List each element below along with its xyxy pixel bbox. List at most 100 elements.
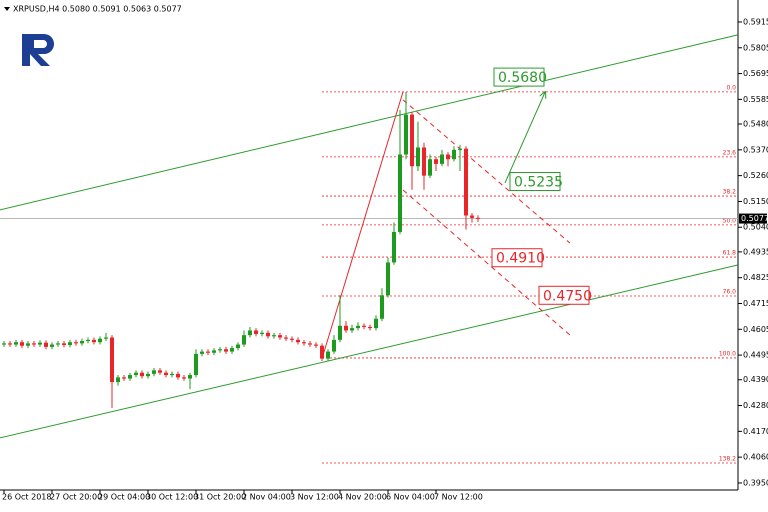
candle-body (92, 339, 96, 343)
candle-body (476, 217, 480, 219)
candle-body (110, 337, 114, 383)
fib-label: 138.2 (719, 456, 736, 463)
y-tick-label: 0.4495 (743, 351, 768, 360)
logo-stem (22, 34, 30, 66)
y-tick-label: 0.5585 (743, 95, 768, 104)
logo-bowl (30, 34, 54, 66)
candle-body (68, 342, 72, 346)
y-tick-label: 0.3950 (743, 478, 768, 487)
candle-body (164, 372, 168, 376)
candle-body (452, 149, 456, 160)
candle-body (2, 343, 6, 345)
candle-body (326, 351, 330, 359)
candle-body (272, 335, 276, 337)
trendline (504, 92, 545, 184)
x-tick-label: 6 Nov 04:00 (386, 493, 435, 502)
candle-body (266, 332, 270, 337)
candle-body (416, 147, 420, 167)
x-tick-label: 3 Nov 12:00 (290, 493, 339, 502)
annotation-label: 0.5235 (514, 174, 563, 190)
annotation-box (491, 248, 543, 268)
annotation-box (538, 285, 590, 305)
candle-body (404, 114, 408, 155)
trendline (0, 264, 738, 439)
candle-body (14, 342, 18, 345)
candle-body (356, 325, 360, 329)
candle-body (374, 318, 378, 329)
x-tick-label: 26 Oct 2018 (2, 493, 51, 502)
candle-body (290, 338, 294, 340)
candle-body (434, 159, 438, 164)
y-tick-label: 0.5695 (743, 69, 768, 78)
candle-body (158, 370, 162, 373)
candle-body (206, 351, 210, 353)
candle-body (182, 377, 186, 379)
candle-body (464, 148, 468, 216)
candle-body (188, 375, 192, 379)
candle-body (428, 159, 432, 176)
title-arrow (4, 7, 10, 11)
candle-body (224, 349, 228, 352)
candle-body (146, 373, 150, 377)
candle-body (368, 326, 372, 329)
candle-body (80, 341, 84, 344)
y-tick-label: 0.4935 (743, 247, 768, 256)
annotation-label: 0.4910 (496, 251, 545, 267)
candle-body (386, 262, 390, 296)
fib-label: 50.0 (723, 217, 737, 224)
candle-body (440, 154, 444, 164)
candle-body (470, 215, 474, 218)
candle-body (446, 154, 450, 160)
candle-body (392, 231, 396, 263)
candle-body (134, 372, 138, 376)
candle-body (86, 339, 90, 342)
candle-body (458, 148, 462, 150)
trendline (402, 189, 571, 336)
candle-body (104, 337, 108, 339)
y-tick-label: 0.4715 (743, 299, 768, 308)
candle-body (260, 332, 264, 334)
candle-body (8, 343, 12, 345)
candle-body (362, 325, 366, 327)
y-tick-label: 0.4825 (743, 273, 768, 282)
candle-body (254, 330, 258, 334)
candle-body (170, 373, 174, 376)
candle-body (248, 330, 252, 336)
annotation-label: 0.4750 (543, 288, 592, 304)
candle-body (422, 147, 426, 176)
x-tick-label: 7 Nov 12:00 (434, 493, 483, 502)
candle-body (176, 373, 180, 378)
candle-body (98, 338, 102, 343)
candle-body (200, 351, 204, 354)
candle-body (278, 335, 282, 338)
fib-label: 38.2 (723, 189, 737, 196)
candle-body (218, 349, 222, 351)
candle-body (194, 353, 198, 376)
candle-body (410, 114, 414, 167)
candle-body (20, 342, 24, 346)
current-price-box (739, 213, 767, 224)
chart-title: XRPUSD,H4 0.5080 0.5091 0.5063 0.5077 (13, 5, 182, 14)
trendline (402, 99, 571, 244)
x-tick-label: 27 Oct 20:00 (50, 493, 102, 502)
y-tick-label: 0.5915 (743, 17, 768, 26)
candle-body (398, 154, 402, 232)
candle-body (314, 344, 318, 346)
candle-body (38, 342, 42, 345)
candle-body (284, 337, 288, 339)
trendline (321, 91, 404, 359)
candle-body (242, 335, 246, 345)
fib-label: 76.0 (723, 288, 737, 295)
candle-body (212, 350, 216, 353)
candle-body (350, 328, 354, 331)
annotation-box (493, 67, 545, 87)
